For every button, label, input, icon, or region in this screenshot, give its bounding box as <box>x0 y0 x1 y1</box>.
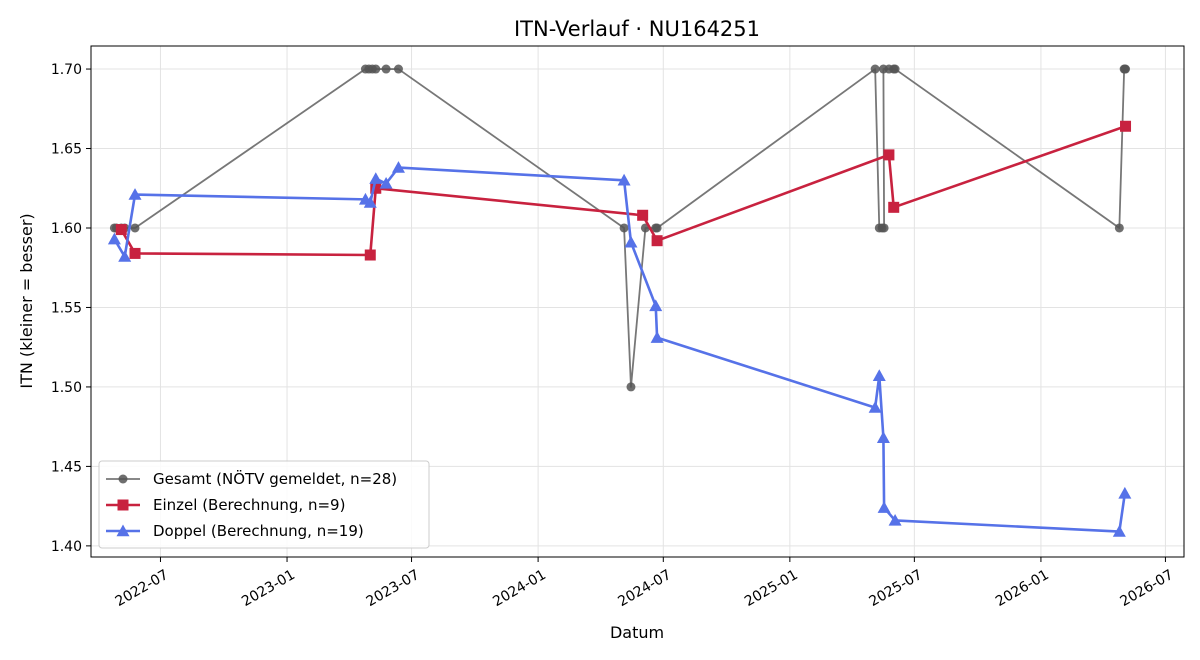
data-point-gesamt <box>371 64 381 74</box>
data-point-doppel <box>379 176 393 189</box>
series-einzel <box>115 120 1132 261</box>
data-point-doppel <box>363 196 377 208</box>
data-point-einzel <box>888 201 900 213</box>
legend-label-gesamt: Gesamt (NÖTV gemeldet, n=28) <box>153 469 397 488</box>
y-tick-label: 1.60 <box>51 221 82 237</box>
series-doppel <box>107 161 1132 537</box>
y-tick-label: 1.50 <box>51 380 82 396</box>
x-axis-label: Datum <box>610 623 664 642</box>
data-point-doppel <box>369 172 383 184</box>
data-point-doppel <box>391 161 405 173</box>
grid <box>91 46 1184 557</box>
data-point-doppel <box>128 188 142 200</box>
data-point-doppel <box>624 235 638 248</box>
data-point-gesamt <box>879 223 889 233</box>
data-point-einzel <box>115 224 127 236</box>
data-point-gesamt <box>890 64 900 74</box>
y-tick-label: 1.70 <box>51 62 82 78</box>
data-point-gesamt <box>381 64 391 74</box>
data-point-gesamt <box>130 223 140 233</box>
legend-label-doppel: Doppel (Berechnung, n=19) <box>153 522 364 540</box>
data-point-doppel <box>107 232 121 245</box>
data-point-einzel <box>1120 120 1132 132</box>
data-point-doppel <box>888 513 902 526</box>
y-tick-label: 1.55 <box>51 300 82 316</box>
plot-series <box>107 64 1132 537</box>
data-point-gesamt <box>1114 223 1124 233</box>
data-point-einzel <box>129 247 141 259</box>
data-point-gesamt <box>870 64 880 74</box>
data-point-gesamt <box>652 223 662 233</box>
legend-marker-gesamt <box>118 474 128 484</box>
data-point-einzel <box>883 149 895 161</box>
data-point-doppel <box>868 401 882 413</box>
data-point-doppel <box>877 501 891 513</box>
data-point-doppel <box>617 173 631 186</box>
y-tick-label: 1.45 <box>51 459 82 475</box>
data-point-einzel <box>651 235 663 247</box>
data-point-gesamt <box>1121 64 1131 74</box>
data-point-einzel <box>370 182 382 194</box>
legend-label-einzel: Einzel (Berechnung, n=9) <box>153 496 345 514</box>
legend-box <box>98 460 430 549</box>
y-tick-label: 1.65 <box>51 142 82 158</box>
y-axis-label: ITN (kleiner = besser) <box>17 213 36 388</box>
y-tick-label: 1.40 <box>51 539 82 555</box>
plot-frame <box>90 45 1185 558</box>
data-point-gesamt <box>393 64 403 74</box>
data-point-einzel <box>364 249 376 261</box>
data-point-doppel <box>649 299 663 312</box>
chart-title: ITN-Verlauf · NU164251 <box>514 17 760 41</box>
data-point-doppel <box>872 369 886 382</box>
data-point-doppel <box>650 331 664 343</box>
data-point-gesamt <box>619 223 629 233</box>
data-point-einzel <box>637 209 649 221</box>
data-point-gesamt <box>626 382 636 392</box>
data-point-doppel <box>876 431 890 443</box>
legend-marker-doppel <box>116 524 130 537</box>
data-point-doppel <box>1112 525 1126 537</box>
legend-marker-einzel <box>117 499 129 511</box>
data-point-doppel <box>1118 486 1132 499</box>
legend: Gesamt (NÖTV gemeldet, n=28) Einzel (Bere… <box>98 460 430 549</box>
data-point-doppel <box>118 250 132 262</box>
